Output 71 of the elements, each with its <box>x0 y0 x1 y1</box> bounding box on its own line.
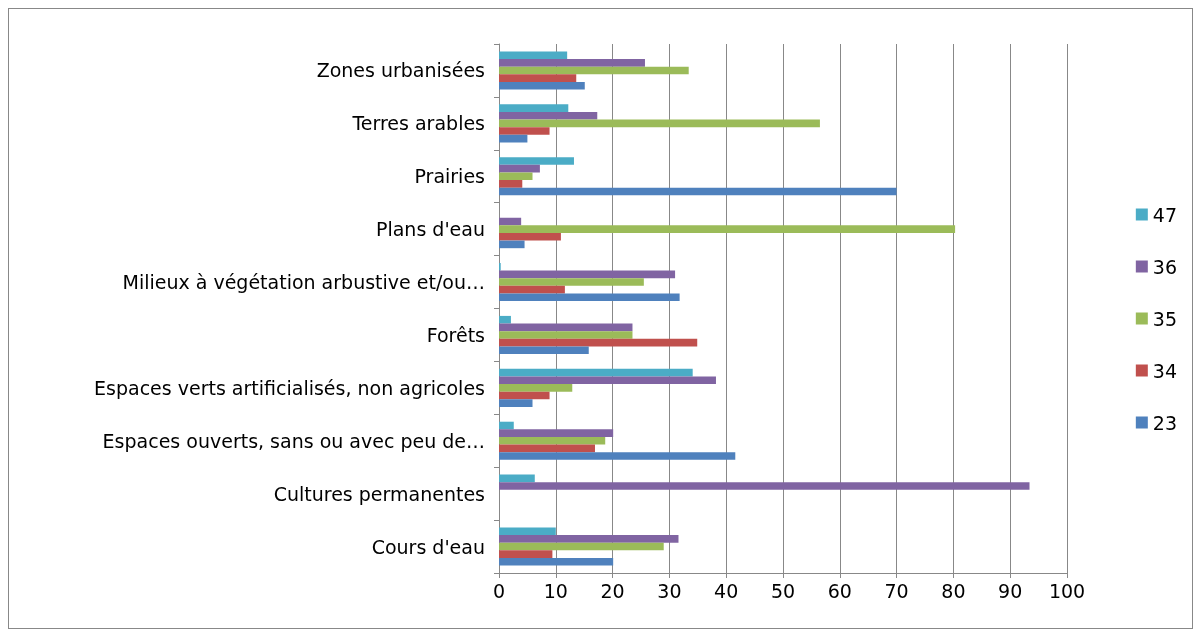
bar <box>499 376 716 385</box>
bar <box>499 164 540 173</box>
bar <box>499 482 1030 490</box>
bar <box>499 323 633 332</box>
y-tick-label: Forêts <box>426 323 485 346</box>
bar <box>499 542 664 551</box>
legend-label: 34 <box>1152 359 1178 382</box>
bar <box>499 285 565 294</box>
x-tick-label: 40 <box>714 579 739 602</box>
bar <box>499 134 528 143</box>
bar <box>499 368 693 377</box>
x-tick-label: 80 <box>941 579 966 602</box>
bar <box>499 399 533 407</box>
bar <box>499 557 614 566</box>
y-tick-label: Cours d'eau <box>371 535 485 558</box>
legend-label: 35 <box>1152 307 1178 330</box>
bar <box>499 474 535 483</box>
bar <box>499 225 956 233</box>
y-tick-label: Espaces verts artificialisés, non agricoles <box>94 376 485 399</box>
bar <box>499 59 645 67</box>
bar <box>499 111 598 120</box>
bar <box>499 127 550 135</box>
bar <box>499 421 514 430</box>
x-tick-label: 70 <box>884 579 909 602</box>
bar <box>499 217 522 226</box>
x-tick-label: 0 <box>492 579 506 602</box>
x-tick-label: 10 <box>543 579 568 602</box>
bar <box>499 452 736 460</box>
bar <box>499 535 679 543</box>
bar <box>499 315 511 324</box>
bar <box>499 384 573 392</box>
legend-label: 36 <box>1152 255 1178 278</box>
x-tick-label: 50 <box>770 579 796 602</box>
bar <box>499 270 676 279</box>
bar <box>499 550 553 558</box>
bar <box>499 527 556 536</box>
bar <box>499 172 533 181</box>
y-tick-label: Cultures permanentes <box>273 482 485 505</box>
bar <box>499 444 595 453</box>
bar <box>499 187 897 196</box>
x-tick-label: 20 <box>600 579 625 602</box>
bar <box>499 429 614 437</box>
bar <box>499 66 689 75</box>
bar <box>499 331 633 339</box>
bar <box>499 74 577 82</box>
y-tick-label: Prairies <box>414 165 485 188</box>
bar <box>499 338 698 347</box>
x-tick-label: 60 <box>827 579 852 602</box>
bar <box>499 180 523 188</box>
y-tick-label: Milieux à végétation arbustive et/ou… <box>122 271 485 294</box>
bar <box>499 51 568 60</box>
x-tick-label: 30 <box>657 579 682 602</box>
bar <box>499 293 680 302</box>
y-tick-label: Terres arables <box>351 112 485 135</box>
bar <box>499 391 550 400</box>
bar <box>499 104 569 112</box>
y-tick-label: Zones urbanisées <box>316 59 485 82</box>
bar <box>499 81 585 90</box>
bar <box>499 232 561 241</box>
y-tick-label: Plans d'eau <box>375 218 485 241</box>
bar <box>499 119 820 128</box>
bar <box>499 436 606 445</box>
legend-label: 47 <box>1152 203 1178 226</box>
y-tick-label: Espaces ouverts, sans ou avec peu de… <box>102 429 485 452</box>
bar <box>499 157 574 165</box>
legend-label: 23 <box>1152 411 1178 434</box>
bar <box>499 240 525 249</box>
bar <box>499 346 589 354</box>
x-tick-label: 90 <box>998 579 1023 602</box>
x-tick-label: 100 <box>1048 579 1086 602</box>
bar <box>499 278 644 286</box>
